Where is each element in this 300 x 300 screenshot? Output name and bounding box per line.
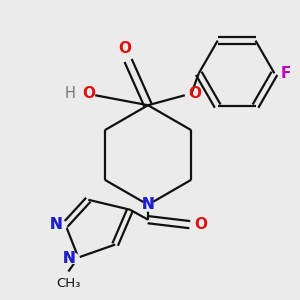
Text: O: O [194,217,207,232]
Text: N: N [63,251,75,266]
Text: N: N [50,217,62,232]
Text: N: N [50,217,62,232]
Text: O: O [188,86,201,101]
Text: F: F [280,66,291,81]
Text: H: H [65,86,76,101]
Text: CH₃: CH₃ [56,278,81,290]
Text: N: N [142,197,154,212]
Text: N: N [63,251,75,266]
Text: O: O [82,86,95,101]
Text: N: N [142,197,154,212]
Text: O: O [118,41,132,56]
